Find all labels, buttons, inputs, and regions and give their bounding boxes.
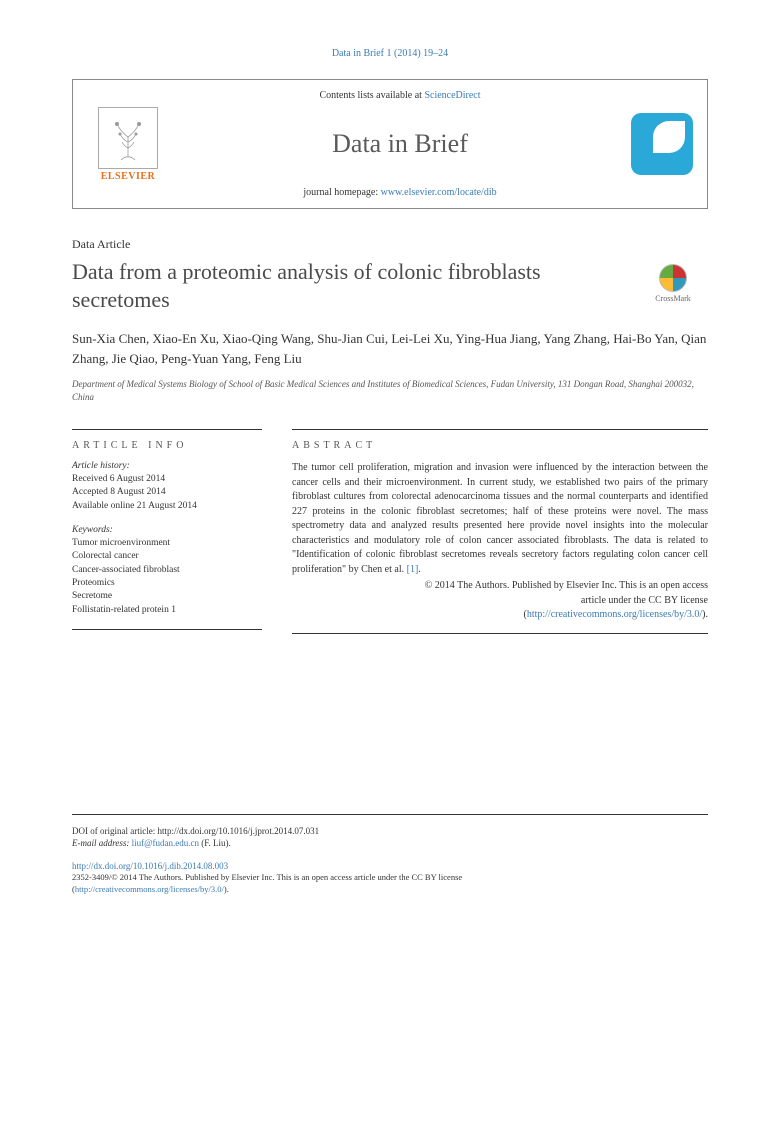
email-label: E-mail address: (72, 838, 132, 848)
issn-text: 2352-3409/© 2014 The Authors. Published … (72, 872, 462, 882)
keyword: Secretome (72, 590, 262, 603)
homepage-line: journal homepage: www.elsevier.com/locat… (191, 187, 609, 198)
keyword: Follistatin-related protein 1 (72, 604, 262, 617)
license-link[interactable]: http://creativecommons.org/licenses/by/3… (527, 609, 702, 620)
journal-homepage-link[interactable]: www.elsevier.com/locate/dib (381, 187, 497, 198)
footer-tail: . (227, 884, 229, 894)
affiliation: Department of Medical Systems Biology of… (72, 378, 708, 403)
crossmark-badge[interactable]: CrossMark (638, 264, 708, 303)
crossmark-label: CrossMark (655, 294, 691, 303)
abstract-bottom-rule (292, 633, 708, 634)
header-center: Contents lists available at ScienceDirec… (183, 80, 617, 208)
data-in-brief-logo-icon (631, 113, 693, 175)
keywords-label: Keywords: (72, 525, 262, 535)
keyword: Colorectal cancer (72, 550, 262, 563)
copyright-block: © 2014 The Authors. Published by Elsevie… (292, 579, 708, 623)
keyword: Cancer-associated fibroblast (72, 564, 262, 577)
elsevier-tree-icon (98, 107, 158, 169)
corresponding-email-link[interactable]: liuf@fudan.edu.cn (132, 838, 199, 848)
footer-license-link[interactable]: http://creativecommons.org/licenses/by/3… (75, 884, 224, 894)
keyword: Tumor microenvironment (72, 537, 262, 550)
publisher-logo-area: ELSEVIER (73, 80, 183, 208)
email-line: E-mail address: liuf@fudan.edu.cn (F. Li… (72, 837, 708, 850)
original-doi-label: DOI of original article: (72, 826, 157, 836)
journal-logo-area (617, 80, 707, 208)
keyword: Proteomics (72, 577, 262, 590)
author-list: Sun-Xia Chen, Xiao-En Xu, Xiao-Qing Wang… (72, 329, 708, 368)
history-online: Available online 21 August 2014 (72, 500, 262, 513)
article-title: Data from a proteomic analysis of coloni… (72, 258, 638, 313)
email-author: (F. Liu). (199, 838, 231, 848)
abstract-text: The tumor cell proliferation, migration … (292, 462, 708, 575)
contents-prefix: Contents lists available at (319, 90, 424, 101)
running-head-citation: Data in Brief 1 (2014) 19–24 (72, 48, 708, 59)
abstract-tail: . (418, 564, 421, 575)
crossmark-icon (659, 264, 687, 292)
journal-name: Data in Brief (191, 129, 609, 159)
info-bottom-rule (72, 629, 262, 630)
article-doi-link[interactable]: http://dx.doi.org/10.1016/j.dib.2014.08.… (72, 861, 228, 871)
original-doi-line: DOI of original article: http://dx.doi.o… (72, 825, 708, 838)
journal-header-box: ELSEVIER Contents lists available at Sci… (72, 79, 708, 209)
original-doi-value: http://dx.doi.org/10.1016/j.jprot.2014.0… (157, 826, 319, 836)
abstract-body: The tumor cell proliferation, migration … (292, 461, 708, 577)
copyright-line2: article under the CC BY license (292, 594, 708, 609)
abstract-column: ABSTRACT The tumor cell proliferation, m… (292, 429, 708, 634)
sciencedirect-link[interactable]: ScienceDirect (424, 90, 480, 101)
issn-copyright-line: 2352-3409/© 2014 The Authors. Published … (72, 872, 708, 896)
abstract-heading: ABSTRACT (292, 429, 708, 451)
copyright-line1: © 2014 The Authors. Published by Elsevie… (292, 579, 708, 594)
reference-link[interactable]: [1] (407, 564, 419, 575)
history-label: Article history: (72, 461, 262, 471)
article-info-column: ARTICLE INFO Article history: Received 6… (72, 429, 262, 634)
contents-available-line: Contents lists available at ScienceDirec… (191, 90, 609, 101)
homepage-prefix: journal homepage: (303, 187, 380, 198)
article-type-label: Data Article (72, 237, 708, 252)
history-received: Received 6 August 2014 (72, 473, 262, 486)
article-info-heading: ARTICLE INFO (72, 429, 262, 451)
publisher-name: ELSEVIER (101, 171, 156, 182)
history-accepted: Accepted 8 August 2014 (72, 486, 262, 499)
footer-block: DOI of original article: http://dx.doi.o… (72, 814, 708, 897)
